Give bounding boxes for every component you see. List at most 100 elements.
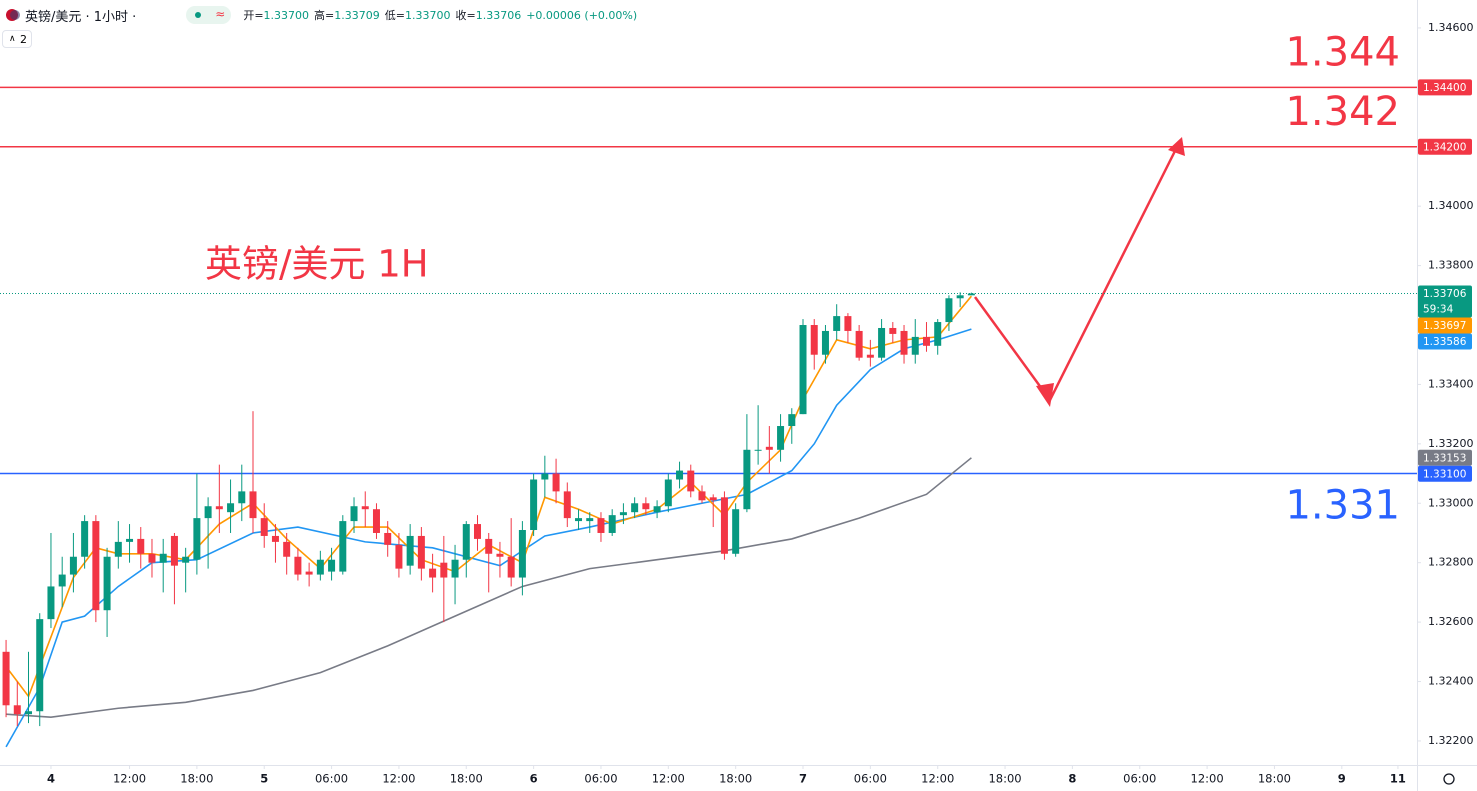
candle-body xyxy=(384,532,392,545)
x-tick-label: 12:00 xyxy=(113,772,146,786)
price-label-box xyxy=(1418,465,1472,482)
price-label: 1.34400 xyxy=(1423,82,1466,94)
candle-body xyxy=(911,336,919,355)
candle-body xyxy=(687,470,695,492)
price-label: 1.33697 xyxy=(1423,320,1466,332)
candle-body xyxy=(608,515,616,533)
candle-body xyxy=(945,298,953,323)
candle-body xyxy=(126,538,134,542)
candle-body xyxy=(294,556,302,575)
x-tick-label: 18:00 xyxy=(1258,772,1291,786)
price-label: 1.33586 xyxy=(1423,336,1467,348)
candle-body xyxy=(36,619,44,712)
candle-body xyxy=(316,559,324,575)
x-tick-label: 12:00 xyxy=(1191,772,1224,786)
ohlc-label: 收= xyxy=(455,9,476,22)
symbol[interactable]: 英镑/美元 · 1小时 · xyxy=(25,9,137,25)
price-label-box xyxy=(1418,333,1472,350)
candle-body xyxy=(507,556,515,578)
candle-body xyxy=(283,541,291,557)
candle-body xyxy=(485,538,493,554)
candle-body xyxy=(788,414,796,427)
candle-body xyxy=(777,426,785,450)
ohlc-value: 1.33706 xyxy=(475,9,522,22)
indicator-toggle[interactable]: ∧ 2 xyxy=(2,30,32,48)
settings-icon[interactable] xyxy=(1443,773,1455,785)
ohlc-label: 高= xyxy=(314,9,335,22)
candle-body xyxy=(799,325,807,415)
candle-body xyxy=(238,491,246,504)
candle-body xyxy=(967,293,975,296)
ohlc-value: 1.33700 xyxy=(263,9,310,22)
candle-body xyxy=(653,506,661,513)
price-label-box xyxy=(1418,79,1472,96)
x-tick-label: 9 xyxy=(1338,772,1346,786)
candle-body xyxy=(271,535,279,542)
candle-body xyxy=(193,518,201,560)
x-tick-label: 18:00 xyxy=(180,772,213,786)
drawn-arrow xyxy=(973,137,1185,407)
ohlc-label: 低= xyxy=(384,9,405,22)
x-tick-label: 11 xyxy=(1390,772,1406,786)
ohlc: 开=1.33700 高=1.33709 低=1.33700 收=1.33706 xyxy=(243,7,526,23)
x-tick-label: 7 xyxy=(799,772,807,786)
candle-body xyxy=(732,509,740,554)
candle-body xyxy=(429,568,437,578)
candle-body xyxy=(530,479,538,531)
candle-body xyxy=(417,535,425,569)
candle-body xyxy=(563,491,571,519)
x-tick-label: 06:00 xyxy=(584,772,617,786)
moving-average xyxy=(6,457,972,718)
ohlc-value: 1.33709 xyxy=(334,9,380,22)
y-tick-label: 1.33400 xyxy=(1428,377,1474,390)
candle-body xyxy=(137,538,145,554)
x-tick-label: 06:00 xyxy=(1123,772,1156,786)
candle-body xyxy=(631,503,639,513)
candle-body xyxy=(900,330,908,355)
x-tick-label: 6 xyxy=(530,772,538,786)
candle-body xyxy=(575,518,583,522)
y-tick-label: 1.33200 xyxy=(1428,437,1474,450)
candle-body xyxy=(260,518,268,536)
candle-body xyxy=(765,446,773,450)
header: 英镑/美元 · 1小时 · ≈ 开=1.33700 高=1.33709 低=1.33… xyxy=(0,0,637,30)
candle-body xyxy=(698,491,706,501)
ohlc-item: 低=1.33700 xyxy=(385,9,451,22)
price-label-box xyxy=(1418,285,1472,318)
status-badge[interactable]: ≈ xyxy=(186,6,232,24)
candle-body xyxy=(541,473,549,480)
ohlc-item: 收=1.33706 xyxy=(455,9,521,22)
x-tick-label: 12:00 xyxy=(652,772,685,786)
candle-body xyxy=(451,559,459,578)
candle-body xyxy=(339,521,347,572)
candle-body xyxy=(215,506,223,510)
candle-body xyxy=(709,497,717,501)
level-annotation: 1.342 xyxy=(1285,89,1400,135)
candle-body xyxy=(47,586,55,620)
candle-body xyxy=(754,449,762,451)
x-tick-label: 12:00 xyxy=(921,772,954,786)
x-tick-label: 8 xyxy=(1068,772,1076,786)
candle-body xyxy=(496,553,504,557)
change: +0.00006 (+0.00%) xyxy=(526,8,638,22)
candle-body xyxy=(13,705,21,715)
price-label-box xyxy=(1418,317,1472,334)
candle-body xyxy=(586,518,594,522)
y-tick-label: 1.32200 xyxy=(1428,734,1474,747)
price-label-box xyxy=(1418,138,1472,155)
y-tick-label: 1.34000 xyxy=(1428,199,1474,212)
level-annotation: 1.331 xyxy=(1285,483,1400,529)
x-tick-label: 18:00 xyxy=(988,772,1021,786)
candle-body xyxy=(148,553,156,563)
candle-body xyxy=(922,336,930,346)
y-tick-label: 1.32800 xyxy=(1428,556,1474,569)
candle-body xyxy=(114,541,122,557)
candle-body xyxy=(855,330,863,358)
candle-body xyxy=(361,506,369,510)
candle-body xyxy=(103,556,111,611)
candle-body xyxy=(204,506,212,519)
candle-body xyxy=(720,497,728,554)
candle-body xyxy=(878,327,886,358)
